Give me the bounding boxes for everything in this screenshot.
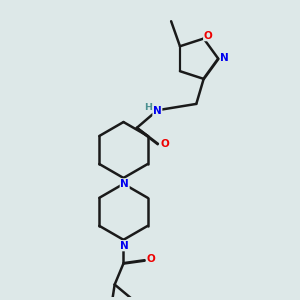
Text: O: O: [147, 254, 156, 264]
Text: H: H: [144, 103, 152, 112]
Text: O: O: [204, 31, 212, 40]
Text: N: N: [120, 241, 129, 251]
Text: O: O: [160, 139, 169, 149]
Text: N: N: [220, 53, 229, 63]
Text: N: N: [120, 179, 129, 189]
Text: N: N: [153, 106, 162, 116]
